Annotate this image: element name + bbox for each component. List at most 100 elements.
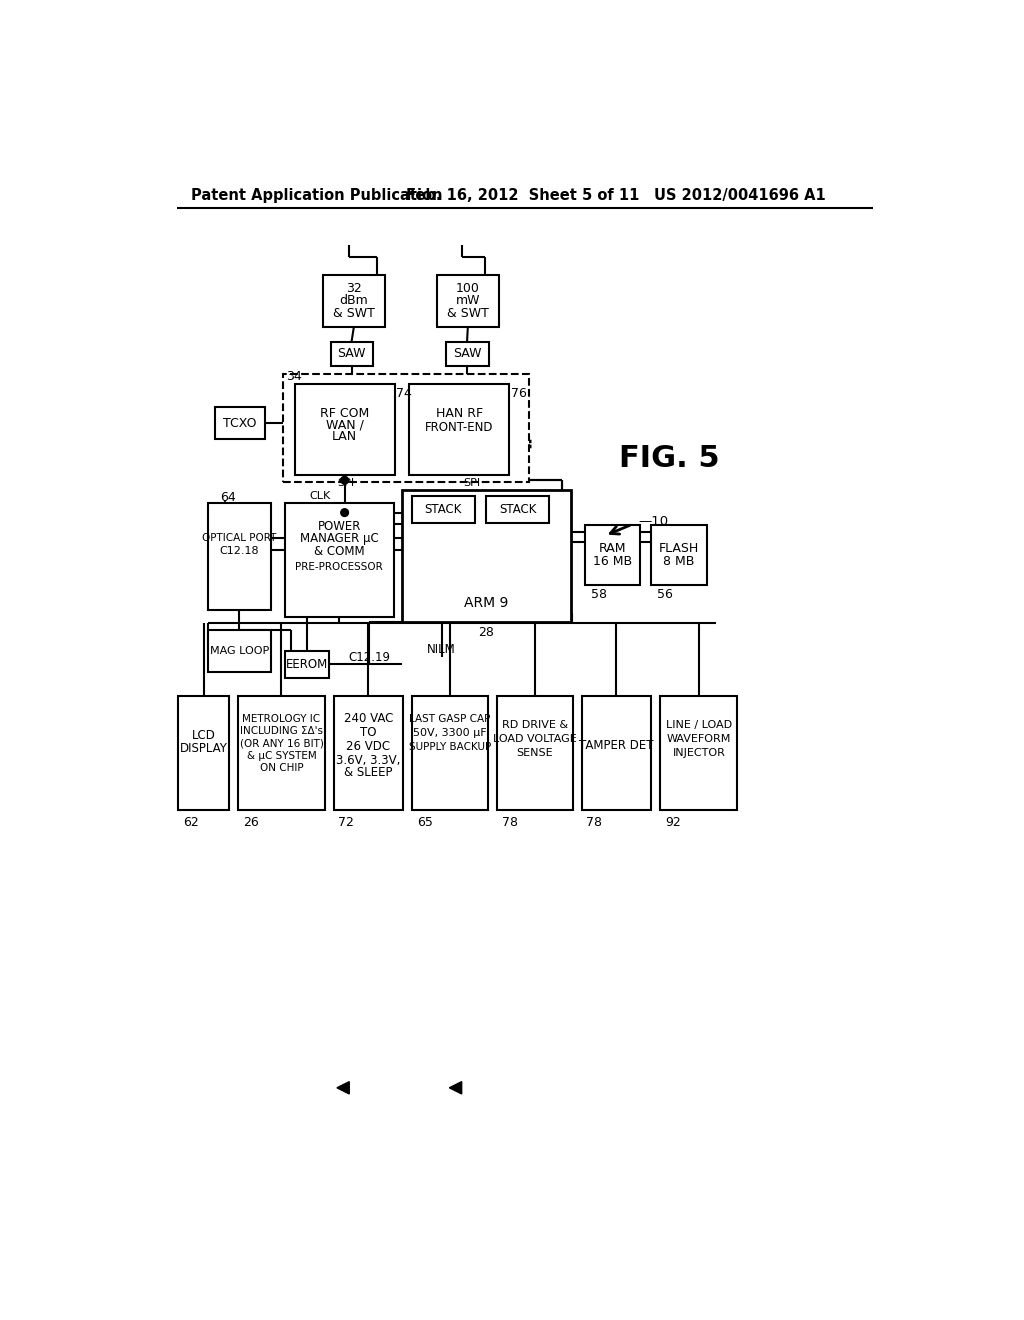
Text: STACK: STACK	[425, 503, 462, 516]
Text: LOAD VOLTAGE: LOAD VOLTAGE	[493, 734, 577, 744]
Bar	[334, 696, 403, 810]
Text: OPTICAL PORT: OPTICAL PORT	[202, 533, 276, 543]
Text: 3.6V, 3.3V,: 3.6V, 3.3V,	[336, 754, 400, 767]
Text: dBm: dBm	[340, 293, 369, 306]
Bar	[497, 696, 572, 810]
Bar	[412, 496, 475, 524]
Text: & SLEEP: & SLEEP	[344, 767, 393, 779]
Bar	[285, 503, 394, 618]
Circle shape	[341, 477, 348, 484]
Text: FIG. 5: FIG. 5	[620, 445, 720, 473]
Bar	[582, 696, 651, 810]
Text: SAW: SAW	[337, 347, 366, 360]
Text: PRE-PROCESSOR: PRE-PROCESSOR	[295, 561, 383, 572]
Text: NILM: NILM	[427, 643, 456, 656]
Bar	[437, 275, 499, 327]
Text: STACK: STACK	[499, 503, 537, 516]
Text: SAW: SAW	[453, 347, 481, 360]
Bar	[446, 342, 488, 367]
Bar	[208, 630, 270, 672]
Text: 62: 62	[183, 816, 199, 829]
Text: C12.18: C12.18	[219, 546, 259, 556]
Text: & COMM: & COMM	[314, 545, 365, 557]
Text: TO: TO	[360, 726, 377, 739]
Text: TCXO: TCXO	[223, 417, 257, 430]
Text: 26 VDC: 26 VDC	[346, 741, 390, 754]
Text: LAN: LAN	[332, 430, 357, 444]
Bar	[486, 496, 550, 524]
Bar	[660, 696, 737, 810]
Bar	[285, 651, 330, 678]
Text: 26: 26	[243, 816, 259, 829]
Text: 78: 78	[502, 816, 518, 829]
Text: FLASH: FLASH	[658, 541, 699, 554]
Bar	[283, 374, 529, 482]
Polygon shape	[337, 1081, 349, 1094]
Text: US 2012/0041696 A1: US 2012/0041696 A1	[654, 187, 826, 203]
Bar	[178, 696, 229, 810]
Text: & SWT: & SWT	[333, 306, 375, 319]
Text: 64: 64	[220, 491, 236, 504]
Bar	[410, 384, 509, 475]
Text: RF COM: RF COM	[319, 407, 370, 420]
Text: 78: 78	[587, 816, 602, 829]
Text: 58: 58	[591, 587, 607, 601]
Text: SPI: SPI	[463, 478, 480, 488]
Text: WAVEFORM: WAVEFORM	[667, 734, 731, 744]
Text: 100: 100	[456, 282, 480, 296]
Circle shape	[341, 508, 348, 516]
Text: 56: 56	[657, 587, 673, 601]
Text: & μC SYSTEM: & μC SYSTEM	[247, 751, 316, 760]
Bar	[323, 275, 385, 327]
Text: 65: 65	[417, 816, 433, 829]
Text: & SWT: & SWT	[446, 306, 488, 319]
Text: SUPPLY BACKUP: SUPPLY BACKUP	[409, 742, 492, 751]
Text: 28: 28	[478, 626, 495, 639]
Bar	[208, 503, 270, 610]
Text: MAG LOOP: MAG LOOP	[210, 647, 268, 656]
Text: INCLUDING ΣΔ's: INCLUDING ΣΔ's	[240, 726, 323, 737]
Text: 72: 72	[339, 816, 354, 829]
Text: METROLOGY IC: METROLOGY IC	[243, 714, 321, 723]
Text: 8 MB: 8 MB	[664, 556, 694, 569]
Text: 32: 32	[346, 282, 361, 296]
Bar	[215, 407, 264, 440]
Text: POWER: POWER	[317, 520, 360, 533]
Text: 50V, 3300 μF: 50V, 3300 μF	[414, 727, 487, 738]
Text: TAMPER DET: TAMPER DET	[580, 739, 653, 751]
Text: 240 VAC: 240 VAC	[344, 713, 393, 726]
Text: ARM 9: ARM 9	[464, 597, 509, 610]
Bar	[401, 490, 571, 622]
Text: INJECTOR: INJECTOR	[673, 748, 725, 758]
Bar	[585, 525, 640, 585]
Text: 34: 34	[286, 370, 302, 383]
Text: MANAGER μC: MANAGER μC	[300, 532, 379, 545]
Bar	[331, 342, 373, 367]
Bar	[295, 384, 394, 475]
Text: WAN /: WAN /	[326, 418, 364, 432]
Text: Feb. 16, 2012  Sheet 5 of 11: Feb. 16, 2012 Sheet 5 of 11	[407, 187, 640, 203]
Text: RAM: RAM	[599, 541, 627, 554]
Bar	[651, 525, 707, 585]
Text: —10: —10	[639, 515, 669, 528]
Text: LCD: LCD	[191, 730, 216, 742]
Text: (OR ANY 16 BIT): (OR ANY 16 BIT)	[240, 739, 324, 748]
Text: RD DRIVE &: RD DRIVE &	[502, 721, 568, 730]
Text: 76: 76	[511, 387, 526, 400]
Text: SENSE: SENSE	[516, 748, 553, 758]
Text: C12.19: C12.19	[348, 651, 390, 664]
Text: FRONT-END: FRONT-END	[425, 421, 494, 434]
Text: EEROM: EEROM	[286, 657, 328, 671]
Text: LAST GASP CAP: LAST GASP CAP	[410, 714, 490, 723]
Text: CLK: CLK	[309, 491, 331, 500]
Bar	[413, 696, 487, 810]
Text: HAN RF: HAN RF	[436, 407, 483, 420]
Text: 74: 74	[396, 387, 412, 400]
Text: 92: 92	[665, 816, 681, 829]
Bar	[239, 696, 325, 810]
Text: mW: mW	[456, 293, 480, 306]
Text: DISPLAY: DISPLAY	[180, 742, 227, 755]
Polygon shape	[450, 1081, 462, 1094]
Text: SPI: SPI	[337, 478, 354, 488]
Text: ON CHIP: ON CHIP	[260, 763, 303, 774]
